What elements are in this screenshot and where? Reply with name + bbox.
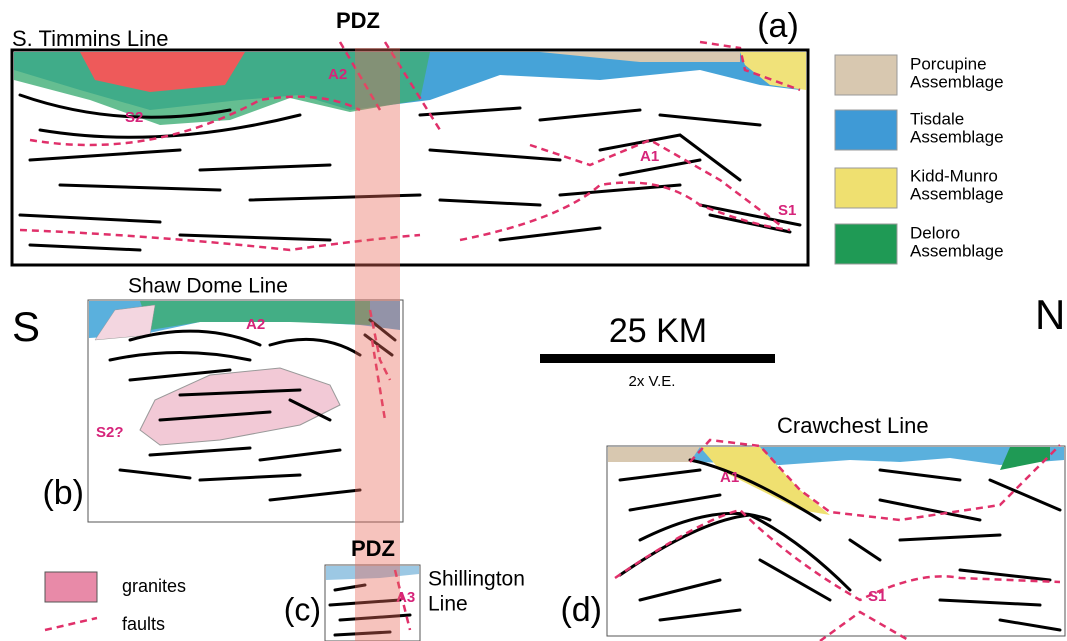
figure: (a) S. Timmins Line A2 S2 A1 S1 Porcupin… [0, 0, 1067, 641]
porcupine-unit [608, 447, 700, 462]
scale-note: 2x V.E. [629, 373, 676, 390]
panel-title: Shillington [428, 568, 525, 591]
scale-label: 25 KM [609, 312, 707, 350]
panel-tag: (d) [560, 591, 602, 629]
scale-bar [540, 354, 775, 363]
panel-title: S. Timmins Line [12, 26, 169, 51]
legend-swatch [835, 224, 897, 264]
legend-label: Tisdale [910, 109, 964, 128]
panel-title: Shaw Dome Line [128, 275, 288, 298]
legend-label: Porcupine [910, 54, 987, 73]
structure-label: S1 [778, 202, 796, 219]
panel-tag: (b) [42, 474, 84, 512]
panel-a: (a) S. Timmins Line A2 S2 A1 S1 [12, 7, 808, 265]
panel-tag: (a) [757, 7, 799, 45]
structure-label: S2 [125, 109, 143, 126]
panel-c: (c) Shillington Line A3 [284, 565, 525, 641]
key-label: faults [122, 614, 165, 634]
structure-label: S2? [96, 424, 124, 441]
granite-key [45, 572, 97, 602]
key-label: granites [122, 576, 186, 596]
fault-key [45, 618, 97, 630]
legend-label: Assemblage [910, 241, 1004, 260]
legend-swatch [835, 110, 897, 150]
direction-label: N [1035, 291, 1065, 338]
panel-d: (d) Crawchest Line A1 S1 [560, 413, 1065, 641]
structure-label: S1 [868, 588, 886, 605]
legend-label: Assemblage [910, 72, 1004, 91]
legend-swatch [835, 168, 897, 208]
legend-label: Assemblage [910, 127, 1004, 146]
structure-label: A2 [328, 66, 347, 83]
legend-swatch [835, 55, 897, 95]
panel-b: (b) Shaw Dome Line A2 S2? [42, 275, 403, 522]
pdz-label: PDZ [336, 8, 380, 33]
legend-label: Kidd-Munro [910, 166, 998, 185]
panel-title: Crawchest Line [777, 413, 929, 438]
structure-label: A2 [246, 316, 265, 333]
legend-label: Assemblage [910, 184, 1004, 203]
pdz-label: PDZ [351, 536, 395, 561]
direction-label: S [12, 303, 40, 350]
panel-title: Line [428, 593, 468, 616]
panel-tag: (c) [284, 591, 321, 627]
structure-label: A1 [640, 148, 659, 165]
legend: Porcupine Assemblage Tisdale Assemblage … [835, 54, 1004, 264]
legend-label: Deloro [910, 223, 960, 242]
structure-label: A1 [720, 469, 739, 486]
